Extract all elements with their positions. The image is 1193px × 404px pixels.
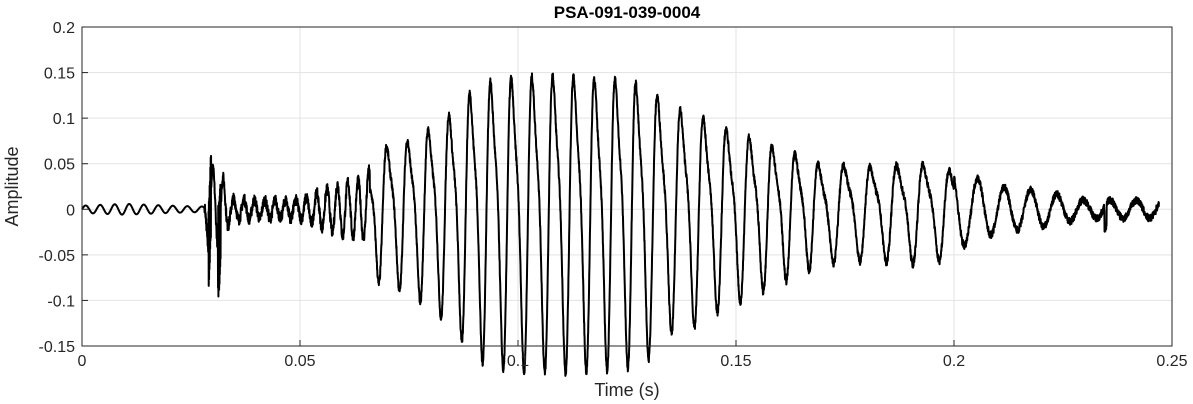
y-tick-label: 0.1 — [53, 111, 75, 128]
x-tick-label: 0.1 — [507, 353, 529, 370]
chart-title: PSA-091-039-0004 — [554, 3, 701, 22]
y-tick-label: -0.05 — [39, 248, 76, 265]
y-tick-label: 0.05 — [44, 157, 75, 174]
y-tick-label: 0.2 — [53, 20, 75, 37]
x-tick-label: 0.15 — [720, 353, 751, 370]
x-tick-label: 0.05 — [284, 353, 315, 370]
signal-group — [81, 72, 1160, 377]
y-ticks: -0.15 -0.1 -0.05 0 0.05 0.1 0.15 0.2 — [39, 20, 88, 356]
y-tick-label: 0.15 — [44, 66, 75, 83]
y-axis-label: Amplitude — [2, 146, 22, 226]
x-tick-label: 0.2 — [943, 353, 965, 370]
y-tick-label: 0 — [66, 202, 75, 219]
x-tick-label: 0 — [78, 353, 87, 370]
x-ticks: 0 0.05 0.1 0.15 0.2 0.25 — [78, 340, 1188, 370]
x-axis-label: Time (s) — [594, 380, 659, 400]
signal-line — [81, 72, 1160, 377]
x-tick-label: 0.25 — [1156, 353, 1187, 370]
plot-frame — [81, 26, 1173, 347]
y-tick-label: -0.1 — [47, 293, 75, 310]
y-tick-label: -0.15 — [39, 339, 76, 356]
